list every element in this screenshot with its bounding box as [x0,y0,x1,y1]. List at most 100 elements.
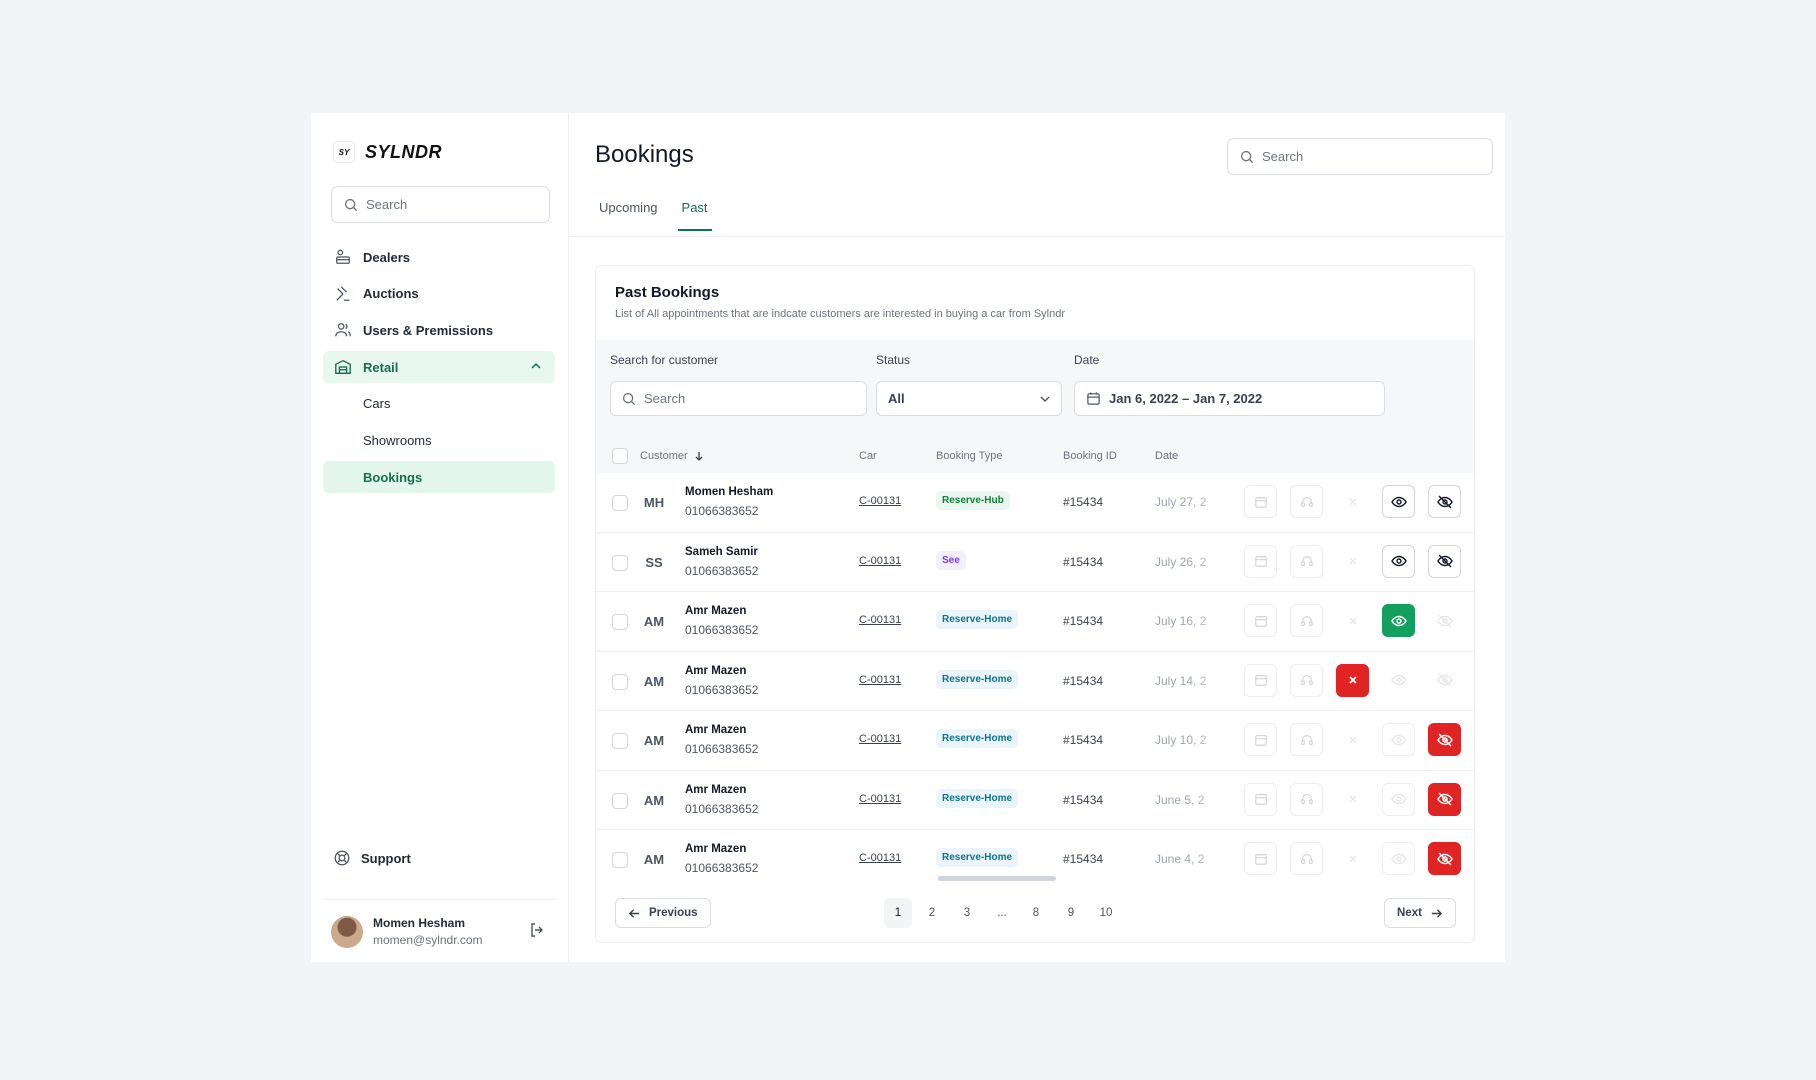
support-link[interactable]: Support [333,849,411,867]
sidebar-subitem-cars[interactable]: Cars [323,388,555,420]
close-icon [1348,676,1357,684]
sidebar-item-label: Retail [363,359,399,375]
sidebar-item-users[interactable]: Users & Premissions [323,314,555,346]
cancel-button-active[interactable] [1336,663,1369,697]
chevron-up-icon[interactable] [529,359,543,373]
car-link[interactable]: C-00131 [859,554,902,567]
call-button[interactable] [1290,782,1323,816]
customer-name: Momen Hesham [685,486,774,498]
no-show-button-active[interactable] [1428,782,1461,816]
avatar[interactable] [331,916,363,948]
logout-icon[interactable] [529,922,545,938]
no-show-button[interactable] [1428,485,1461,518]
no-show-button[interactable] [1428,544,1461,578]
reschedule-button[interactable] [1244,663,1277,697]
page-1[interactable]: 1 [884,898,912,928]
car-link[interactable]: C-00131 [859,495,902,507]
tab-upcoming[interactable]: Upcoming [599,200,658,215]
reschedule-button[interactable] [1244,604,1277,637]
row-checkbox[interactable] [612,673,628,690]
sidebar-subitem-showrooms[interactable]: Showrooms [323,424,555,456]
cancel-button[interactable] [1336,544,1369,578]
show-button[interactable] [1382,723,1415,756]
car-link[interactable]: C-00131 [859,792,902,805]
previous-button[interactable]: Previous [615,898,711,928]
call-button[interactable] [1290,485,1323,518]
cancel-button[interactable] [1336,604,1369,637]
customer-name: Amr Mazen [685,664,747,677]
card-subtitle: List of All appointments that are indcat… [615,308,1066,320]
row-checkbox[interactable] [612,614,628,630]
header-customer[interactable]: Customer [640,450,704,462]
page-3[interactable]: 3 [963,907,971,919]
call-button[interactable] [1290,663,1323,697]
reschedule-button[interactable] [1244,842,1277,875]
show-button[interactable] [1382,485,1415,518]
customer-search-input[interactable]: Search [610,381,867,416]
cancel-button[interactable] [1336,485,1369,518]
tab-past[interactable]: Past [677,200,712,231]
calendar-icon [1254,675,1267,686]
eye-icon [1390,496,1407,507]
show-button[interactable] [1382,663,1415,697]
status-select[interactable]: All [876,381,1062,416]
sidebar-search-input[interactable]: Search [331,186,550,223]
car-link[interactable]: C-00131 [859,614,902,626]
row-checkbox[interactable] [612,554,628,571]
reschedule-button[interactable] [1244,544,1277,578]
headset-icon [1300,794,1313,804]
show-button[interactable] [1382,782,1415,816]
no-show-button[interactable] [1428,604,1461,637]
calendar-icon [1254,734,1267,746]
logo[interactable]: SY SYLNDR [333,141,442,163]
page-10[interactable]: 10 [1099,907,1113,919]
page-8[interactable]: 8 [1032,907,1040,919]
no-show-button[interactable] [1428,663,1461,697]
sidebar: SY SYLNDR Search Dealers Auctions [311,113,569,962]
cancel-button[interactable] [1336,782,1369,816]
no-show-button-active[interactable] [1428,723,1461,756]
date-range-picker[interactable]: Jan 6, 2022 – Jan 7, 2022 [1074,381,1385,416]
car-link[interactable]: C-00131 [859,673,902,686]
header-date: Date [1155,450,1179,462]
call-button[interactable] [1290,604,1323,637]
main-content: Bookings Search Upcoming Past Past Booki… [569,113,1505,962]
show-button[interactable] [1382,544,1415,578]
row-checkbox[interactable] [612,495,628,511]
customer-phone: 01066383652 [685,801,759,816]
call-button[interactable] [1290,842,1323,875]
cancel-button[interactable] [1336,723,1369,756]
row-checkbox[interactable] [612,852,628,868]
tabs: Upcoming Past [595,200,728,231]
cancel-button[interactable] [1336,842,1369,875]
sidebar-item-auctions[interactable]: Auctions [323,278,555,310]
reschedule-button[interactable] [1244,782,1277,816]
sidebar-subitem-label: Cars [363,396,391,412]
headset-icon [1300,556,1313,566]
customer-initials: MH [643,495,665,510]
no-show-button-active[interactable] [1428,842,1461,875]
sidebar-item-retail[interactable]: Retail [323,351,555,384]
header-booking-type: Booking Type [936,450,1003,462]
header-search-input[interactable]: Search [1227,138,1493,175]
car-link[interactable]: C-00131 [859,733,902,745]
car-link[interactable]: C-00131 [859,852,902,864]
row-checkbox[interactable] [612,733,628,749]
next-button[interactable]: Next [1384,898,1456,928]
horizontal-scrollbar[interactable] [938,876,1056,881]
page-2[interactable]: 2 [928,907,936,919]
sidebar-item-dealers[interactable]: Dealers [323,241,555,273]
booking-type-badge: Reserve-Home [936,729,1019,748]
call-button[interactable] [1290,723,1323,756]
sidebar-subitem-bookings[interactable]: Bookings [323,461,555,494]
reschedule-button[interactable] [1244,723,1277,756]
row-checkbox[interactable] [612,792,628,809]
call-button[interactable] [1290,544,1323,578]
select-all-checkbox[interactable] [612,448,628,464]
reschedule-button[interactable] [1244,485,1277,518]
dealers-icon [333,247,353,267]
close-icon [1349,557,1356,565]
show-button[interactable] [1382,842,1415,875]
page-9[interactable]: 9 [1067,907,1075,919]
show-button-active[interactable] [1382,604,1415,637]
